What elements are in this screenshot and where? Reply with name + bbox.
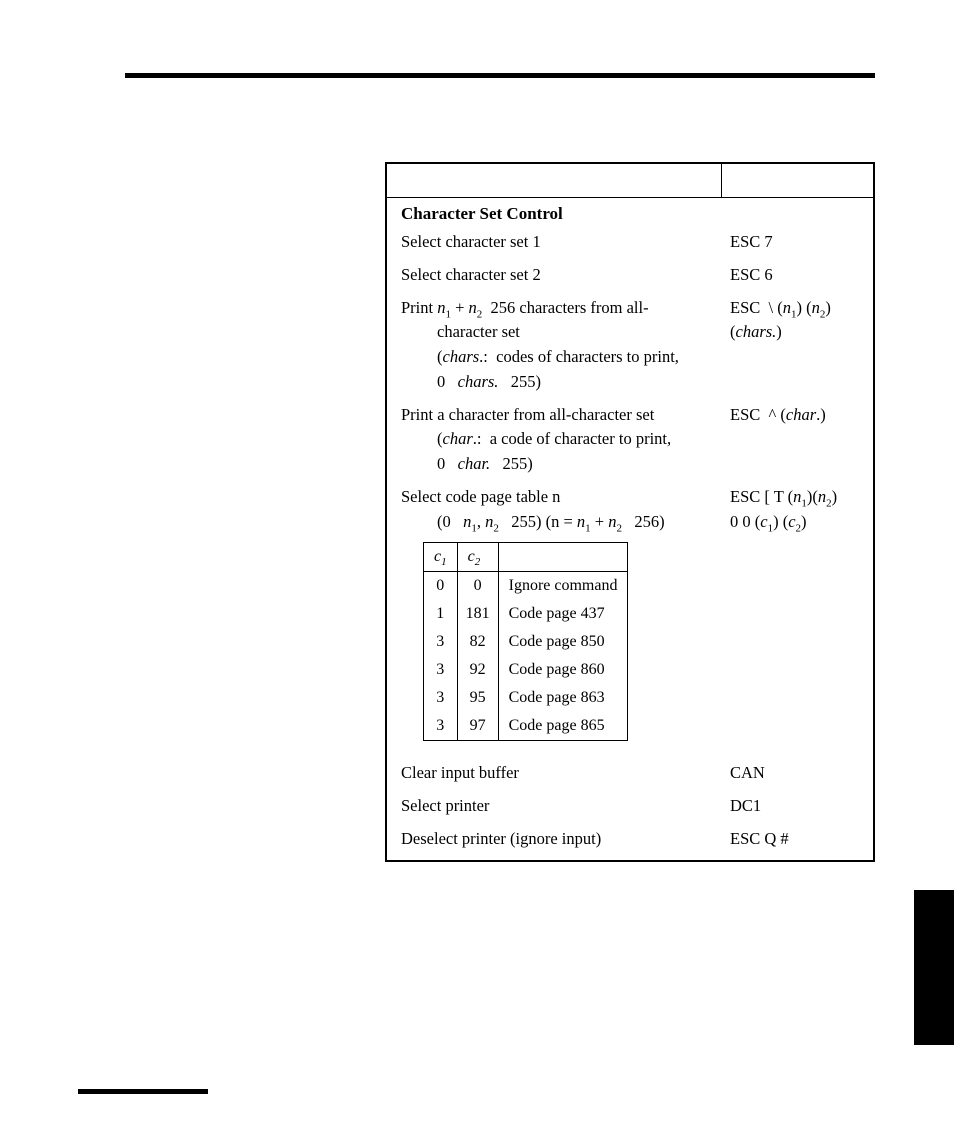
table-row: Clear input buffer CAN — [387, 757, 873, 790]
code-cell: ESC [ T (n1)(n2)0 0 (c1) (c2) — [722, 481, 873, 539]
desc-cell: Clear input buffer — [387, 757, 722, 790]
code-cell: DC1 — [722, 790, 873, 823]
inner-th-c1: c1 — [424, 543, 458, 572]
top-rule — [125, 73, 875, 78]
table-row: Deselect printer (ignore input) ESC Q # — [387, 823, 873, 860]
table-row: Select character set 2 ESC 6 — [387, 259, 873, 292]
desc-cell: Deselect printer (ignore input) — [387, 823, 722, 856]
inner-row: 00Ignore command — [424, 572, 628, 601]
code-cell: CAN — [722, 757, 873, 790]
desc-cell: Select code page table n(0 n1, n2 255) (… — [387, 481, 722, 539]
bottom-rule — [78, 1089, 208, 1094]
table-row: Select printer DC1 — [387, 790, 873, 823]
inner-th-desc — [498, 543, 628, 572]
code-cell: ESC \ (n1) (n2)(chars.) — [722, 292, 873, 399]
table-header-row — [387, 164, 873, 198]
table-row: Select character set 1 ESC 7 — [387, 226, 873, 259]
inner-row: 392Code page 860 — [424, 656, 628, 684]
table-row: Print n1 + n2 256 characters from all-ch… — [387, 292, 873, 399]
table-row: Select code page table n(0 n1, n2 255) (… — [387, 481, 873, 539]
code-cell: ESC ^ (char.) — [722, 399, 873, 481]
inner-row: 382Code page 850 — [424, 628, 628, 656]
code-cell: ESC 7 — [722, 226, 873, 259]
header-left-cell — [387, 164, 722, 197]
desc-cell: Select character set 1 — [387, 226, 722, 259]
desc-cell: Print a character from all-character set… — [387, 399, 722, 481]
desc-cell: Select character set 2 — [387, 259, 722, 292]
inner-th-c2: c2 — [457, 543, 498, 572]
inner-tbody: 00Ignore command 1181Code page 437 382Co… — [424, 572, 628, 741]
desc-cell: Select printer — [387, 790, 722, 823]
inner-row: 1181Code page 437 — [424, 600, 628, 628]
inner-row: 397Code page 865 — [424, 712, 628, 741]
desc-cell: Print n1 + n2 256 characters from all-ch… — [387, 292, 722, 399]
code-cell: ESC Q # — [722, 823, 873, 856]
inner-table-row: c1 c2 00Ignore command 1181Code page 437… — [387, 538, 873, 749]
header-right-cell — [722, 164, 873, 197]
code-cell: ESC 6 — [722, 259, 873, 292]
code-page-table: c1 c2 00Ignore command 1181Code page 437… — [423, 542, 628, 741]
table-row: Print a character from all-character set… — [387, 399, 873, 481]
section-title: Character Set Control — [387, 198, 873, 226]
inner-row: 395Code page 863 — [424, 684, 628, 712]
side-tab-block — [914, 890, 954, 1045]
command-table: Character Set Control Select character s… — [385, 162, 875, 862]
